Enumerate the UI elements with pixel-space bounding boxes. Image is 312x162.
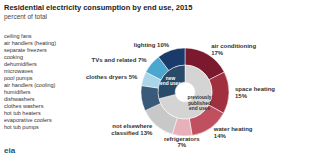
- slice-label: refrigerators7%: [164, 136, 200, 149]
- inner-label: newend uses: [160, 76, 181, 87]
- annotation: dishwashers: [4, 96, 35, 102]
- annotation: dehumidifiers: [4, 61, 37, 67]
- slice-label: clothes dryers 5%: [86, 74, 138, 80]
- annotation: hot tub pumps: [4, 124, 39, 130]
- slice-label: space heating15%: [235, 86, 275, 99]
- source: eia: [4, 146, 16, 155]
- annotation: hot tub heaters: [4, 110, 41, 116]
- donut: [141, 48, 229, 136]
- slice-label: water heating14%: [213, 126, 253, 139]
- annotation: ceiling fans: [4, 33, 32, 39]
- annotation: air handlers (heating): [4, 40, 56, 46]
- title: Residential electricity consumption by e…: [4, 3, 192, 12]
- slice-label: not elsewhereclassified 13%: [111, 123, 153, 136]
- slice-label: TVs and related 7%: [92, 57, 148, 63]
- annotation: microwaves: [4, 68, 33, 74]
- annotation: cooking: [4, 54, 23, 60]
- annotation: air handlers (cooling): [4, 82, 56, 88]
- annotation: pool pumps: [4, 75, 33, 81]
- outer-slice: [141, 86, 161, 111]
- labels: air conditioning17% space heating15% water…: [86, 42, 275, 149]
- chart: Residential electricity consumption by e…: [0, 0, 312, 162]
- subtitle: percent of total: [4, 13, 48, 21]
- annotation: separate freezers: [4, 47, 47, 53]
- slice-label: lighting 10%: [134, 42, 170, 48]
- inner-label: previouslypublishedend uses: [187, 95, 211, 111]
- inner-slice: [158, 65, 185, 99]
- inner-slice: [159, 65, 212, 119]
- annotation: evaporative coolers: [4, 117, 52, 123]
- annotation-list: ceiling fansair handlers (heating)separa…: [4, 33, 56, 130]
- annotation: humidifiers: [4, 89, 31, 95]
- slice-label: air conditioning17%: [211, 43, 256, 56]
- annotation: clothes washers: [4, 103, 44, 109]
